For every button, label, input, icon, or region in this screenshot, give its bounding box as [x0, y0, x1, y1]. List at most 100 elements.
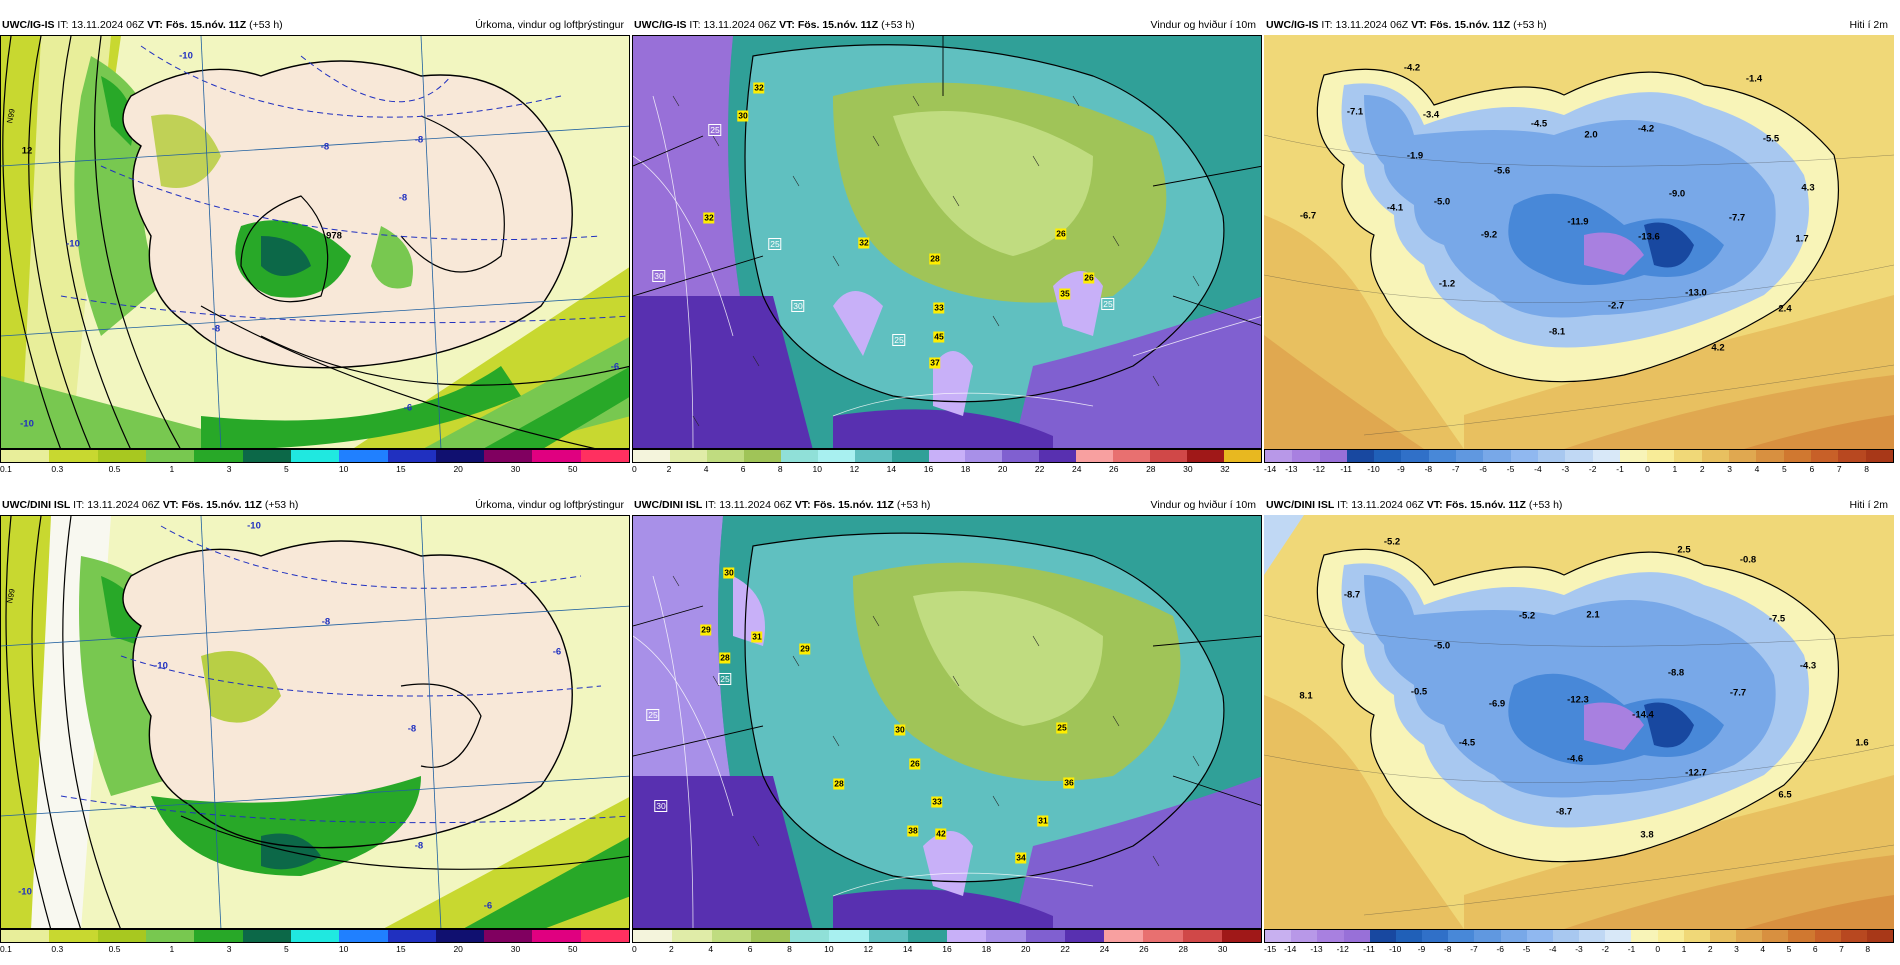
colorbar-swatch [1448, 930, 1475, 942]
gust-label: 42 [935, 828, 947, 840]
temp-map-graphic [1264, 35, 1894, 449]
colorbar-swatch [194, 930, 243, 942]
wind-contour-label: 30 [654, 800, 668, 812]
colorbar-swatch [1265, 450, 1293, 462]
init-time: 13.11.2024 06Z [71, 19, 145, 31]
model-name: UWC/DINI ISL [634, 499, 703, 511]
colorbar-tick-label: 2 [669, 944, 674, 954]
colorbar-tick-label: -3 [1575, 944, 1583, 954]
precip-colorbar [0, 929, 630, 943]
colorbar-swatch [891, 450, 929, 462]
temp-colorbar [1264, 449, 1894, 463]
init-time: 13.11.2024 06Z [703, 19, 777, 31]
isobar-label: -10 [154, 660, 168, 672]
colorbar-swatch [1374, 450, 1402, 462]
colorbar-tick-label: 30 [1217, 944, 1228, 954]
colorbar-tick-label: 0.3 [51, 464, 64, 474]
colorbar-swatch [339, 930, 388, 942]
colorbar-tick-label: 4 [708, 944, 714, 954]
wind-map: 30 29 31 28 29 25 25 30 26 25 28 36 33 3… [632, 515, 1262, 929]
wind-contour-label: 25 [646, 709, 660, 721]
isobar-label: -10 [20, 418, 34, 430]
colorbar-swatch [1395, 930, 1423, 942]
colorbar-tick-label: 5 [283, 464, 289, 474]
valid-time-label: VT: [162, 499, 179, 511]
lead-time: (+53 h) [896, 499, 931, 511]
model-name: UWC/DINI ISL [1266, 499, 1335, 511]
init-time-label: IT: [57, 19, 69, 31]
isobar-label: -8 [407, 723, 417, 735]
isobar-label: -10 [179, 50, 193, 62]
colorbar-tick-label: 0.3 [51, 944, 64, 954]
temp-label: -13.6 [1638, 231, 1660, 243]
colorbar-swatch [1343, 930, 1370, 942]
colorbar-swatch [532, 930, 581, 942]
colorbar-tick-label: 5 [1782, 464, 1787, 474]
temp-colorbar-ticks: -15 -14 -13 -12 -11 -10 -9 -8 -7 -6 -5 -4 -3 -2 -1 0 1 2 3… [1264, 944, 1894, 958]
colorbar-swatch [1369, 930, 1396, 942]
gust-label: 37 [929, 357, 941, 369]
precip-map-graphic [1, 36, 629, 448]
gust-label: 25 [1056, 722, 1068, 734]
colorbar-tick-label: 26 [1109, 464, 1119, 474]
colorbar-swatch [49, 930, 98, 942]
valid-time-label: VT: [779, 19, 795, 31]
model-name: UWC/IG-IS [1266, 19, 1319, 31]
precip-colorbar [0, 449, 630, 463]
gust-label: 33 [931, 796, 943, 808]
temp-label: -7.5 [1768, 613, 1786, 625]
wind-contour-label: 25 [768, 238, 782, 250]
colorbar-tick-label: 14 [902, 944, 913, 954]
colorbar-tick-label: 15 [396, 464, 406, 474]
colorbar-tick-label: -1 [1616, 464, 1624, 474]
colorbar-tick-label: 12 [849, 464, 860, 474]
colorbar-swatch [1265, 930, 1292, 942]
colorbar-swatch [1709, 930, 1737, 942]
colorbar-swatch [242, 450, 291, 462]
temp-label: 2.0 [1584, 129, 1598, 141]
valid-time: Fös. 15.nóv. 11Z [797, 19, 879, 31]
panel-wind-top: UWC/IG-IS IT: 13.11.2024 06Z VT: Fös. 15… [632, 15, 1262, 485]
colorbar-tick-label: -7 [1451, 464, 1460, 474]
colorbar-tick-label: 6 [1812, 944, 1818, 954]
colorbar-swatch [1, 930, 50, 942]
colorbar-swatch [1592, 450, 1620, 462]
temp-label: 2.5 [1677, 544, 1691, 556]
temp-label: -7.1 [1346, 106, 1364, 118]
colorbar-swatch [1537, 450, 1566, 462]
valid-time-label: VT: [1411, 19, 1427, 31]
colorbar-tick-label: 30 [510, 944, 521, 954]
colorbar-swatch [633, 930, 673, 942]
init-time: 13.11.2024 06Z [1351, 499, 1424, 511]
colorbar-tick-label: 1 [1672, 464, 1678, 474]
panel-title: Úrkoma, vindur og loftþrýstingur [475, 19, 624, 31]
colorbar-swatch [49, 450, 98, 462]
colorbar-swatch [829, 930, 869, 942]
colorbar-swatch [387, 450, 436, 462]
gust-label: 32 [703, 212, 715, 224]
temp-label: 1.7 [1795, 233, 1809, 245]
colorbar-swatch [1428, 450, 1457, 462]
colorbar-tick-label: -2 [1601, 944, 1610, 954]
panel-precip-top: UWC/IG-IS IT: 13.11.2024 06Z VT: Fös. 15… [0, 15, 630, 485]
colorbar-swatch [1619, 450, 1648, 462]
lead-time: (+53 h) [264, 499, 299, 511]
temp-map: -4.2 -1.4 -7.1 -3.4 -4.5 -4.2 2.0 -5.5 -… [1264, 35, 1894, 449]
temp-label: 8.1 [1299, 690, 1313, 702]
gust-label: 32 [858, 237, 870, 249]
colorbar-tick-label: 20 [453, 464, 463, 474]
colorbar-tick-label: -5 [1506, 464, 1515, 474]
isobar-label: -8 [211, 323, 221, 335]
temp-label: -7.7 [1728, 212, 1746, 224]
colorbar-tick-label: 3 [226, 944, 232, 954]
wind-colorbar [632, 929, 1262, 943]
colorbar-swatch [580, 450, 630, 462]
wind-contour-label: 25 [892, 334, 906, 346]
colorbar-tick-label: 24 [1071, 464, 1082, 474]
temp-label: -1.9 [1406, 150, 1424, 162]
colorbar-tick-label: 16 [923, 464, 934, 474]
temp-label: 4.3 [1801, 182, 1815, 194]
colorbar-tick-label: 32 [1220, 464, 1230, 474]
wind-map-graphic [633, 516, 1261, 928]
temp-label: -0.8 [1739, 554, 1757, 566]
